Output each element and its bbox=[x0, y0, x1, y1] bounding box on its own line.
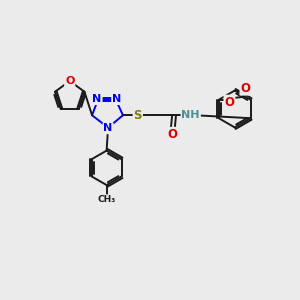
Text: O: O bbox=[168, 128, 178, 141]
Text: S: S bbox=[134, 109, 142, 122]
Text: O: O bbox=[224, 96, 234, 109]
Text: N: N bbox=[92, 94, 102, 104]
Text: O: O bbox=[240, 82, 250, 95]
Text: NH: NH bbox=[182, 110, 200, 120]
Text: N: N bbox=[103, 123, 113, 133]
Text: O: O bbox=[65, 76, 74, 86]
Text: CH₃: CH₃ bbox=[98, 195, 116, 204]
Text: N: N bbox=[112, 94, 121, 104]
